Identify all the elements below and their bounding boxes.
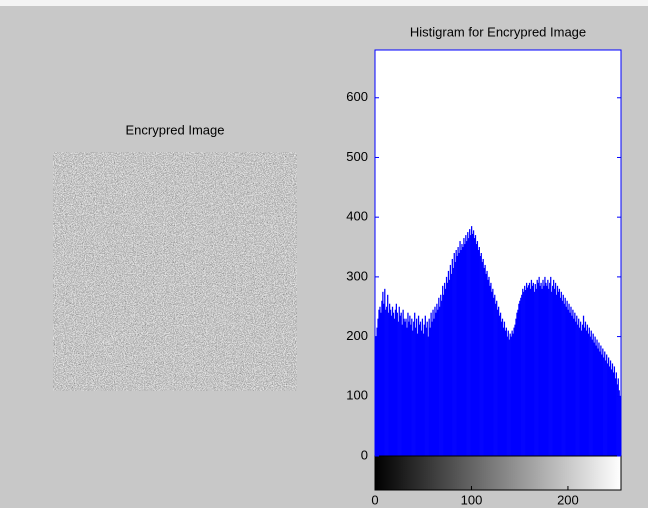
y-tick-label: 600 bbox=[346, 89, 368, 104]
x-tick-label: 0 bbox=[371, 492, 378, 507]
y-tick-label: 500 bbox=[346, 149, 368, 164]
encrypted-image bbox=[53, 152, 297, 391]
x-tick-label: 200 bbox=[557, 492, 579, 507]
chart-title: Histigram for Encrypred Image bbox=[410, 24, 586, 39]
y-tick-label: 0 bbox=[361, 447, 368, 462]
y-tick-label: 300 bbox=[346, 268, 368, 283]
y-tick-label: 100 bbox=[346, 388, 368, 403]
colorbar bbox=[375, 456, 621, 490]
image-title: Encrypred Image bbox=[126, 122, 225, 137]
toolbar-edge bbox=[0, 0, 648, 6]
y-tick-label: 200 bbox=[346, 328, 368, 343]
x-tick-label: 100 bbox=[461, 492, 483, 507]
figure-window: Encrypred Image Histigram for Encrypred … bbox=[0, 0, 648, 508]
y-tick-label: 400 bbox=[346, 209, 368, 224]
page: Encrypred Image Histigram for Encrypred … bbox=[0, 0, 648, 508]
